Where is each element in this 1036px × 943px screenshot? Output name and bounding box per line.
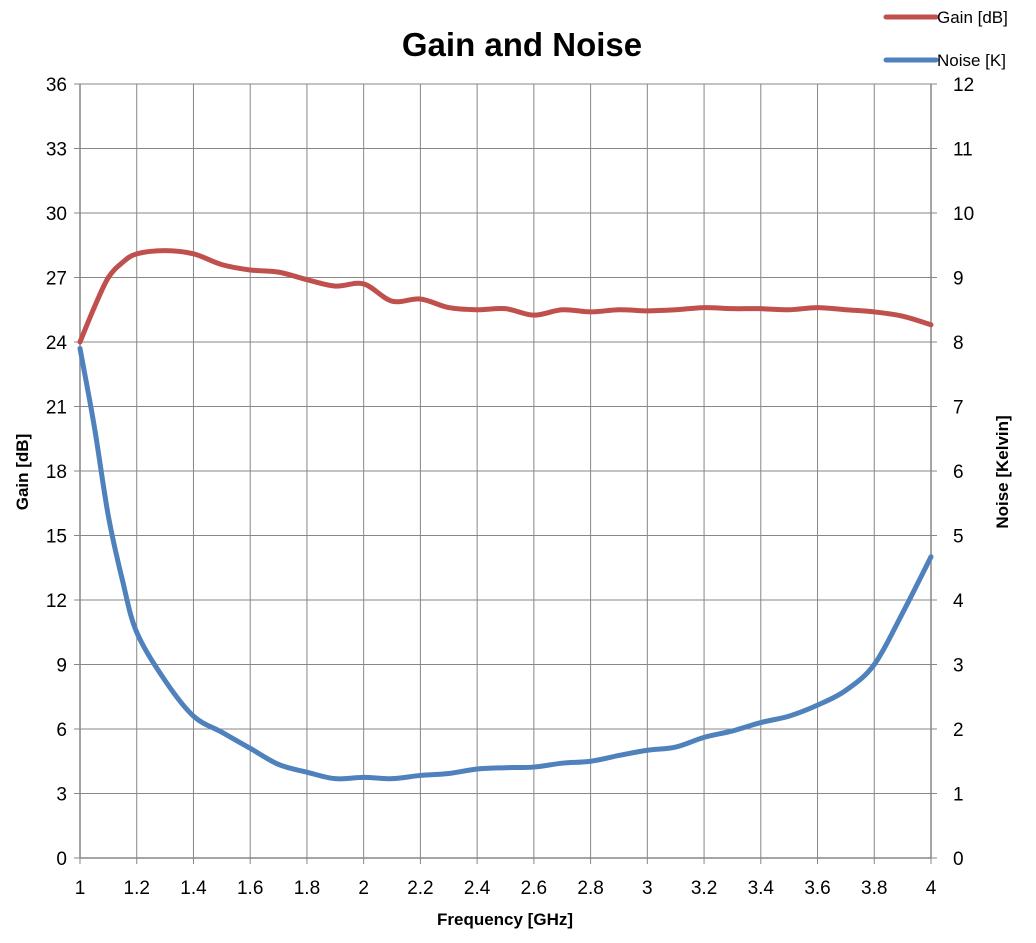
y-left-tick-label: 12 bbox=[46, 591, 67, 612]
noise-line bbox=[77, 345, 934, 782]
y-right-tick-label: 1 bbox=[953, 785, 964, 806]
x-tick-label: 2 bbox=[358, 878, 369, 899]
x-tick-label: 3.4 bbox=[748, 878, 775, 899]
x-tick-label: 2.6 bbox=[521, 878, 547, 899]
y-left-tick-label: 0 bbox=[56, 849, 67, 870]
y-left-tick-label: 24 bbox=[46, 333, 68, 354]
y-right-tick-label: 11 bbox=[953, 140, 973, 161]
grid-lines bbox=[79, 83, 932, 859]
y-right-tick-label: 4 bbox=[953, 591, 964, 612]
gain-line bbox=[77, 248, 934, 345]
y-right-tick-label: 8 bbox=[953, 333, 964, 354]
chart-title: Gain and Noise bbox=[402, 26, 642, 63]
axes bbox=[74, 83, 937, 864]
x-tick-label: 1.8 bbox=[294, 878, 320, 899]
y-right-tick-label: 12 bbox=[953, 75, 974, 96]
y-left-tick-label: 9 bbox=[56, 656, 67, 677]
legend-label-gain: Gain [dB] bbox=[937, 8, 1008, 27]
y-right-tick-label: 3 bbox=[953, 656, 964, 677]
y-left-tick-label: 21 bbox=[46, 398, 67, 419]
legend: Gain [dB] Noise [K] bbox=[883, 8, 1008, 70]
x-tick-labels: 1 1.2 1.4 1.6 1.8 2 2.2 2.4 2.6 2.8 3 3.2 3.4 3.6 3.8 4 bbox=[75, 878, 937, 899]
y-left-tick-label: 6 bbox=[56, 720, 67, 741]
y-right-tick-label: 10 bbox=[953, 204, 974, 225]
y-right-tick-label: 9 bbox=[953, 269, 964, 290]
y-right-tick-label: 2 bbox=[953, 720, 964, 741]
y-right-tick-label: 0 bbox=[953, 849, 964, 870]
x-tick-label: 3.8 bbox=[861, 878, 887, 899]
y-left-tick-label: 18 bbox=[46, 462, 67, 483]
x-tick-label: 1.2 bbox=[124, 878, 150, 899]
x-tick-label: 3.6 bbox=[804, 878, 830, 899]
y-left-tick-label: 27 bbox=[46, 269, 67, 290]
series-lines bbox=[77, 248, 934, 782]
x-tick-label: 4 bbox=[926, 878, 937, 899]
x-tick-label: 3.2 bbox=[691, 878, 717, 899]
x-tick-label: 1 bbox=[75, 878, 86, 899]
x-tick-label: 1.4 bbox=[180, 878, 207, 899]
x-tick-label: 2.8 bbox=[577, 878, 603, 899]
legend-label-noise: Noise [K] bbox=[937, 51, 1006, 70]
x-tick-label: 2.2 bbox=[407, 878, 433, 899]
x-tick-label: 1.6 bbox=[237, 878, 263, 899]
y-right-axis-title: Noise [Kelvin] bbox=[993, 415, 1012, 528]
y-left-tick-label: 30 bbox=[46, 204, 67, 225]
y-right-tick-label: 5 bbox=[953, 527, 964, 548]
x-tick-label: 3 bbox=[642, 878, 653, 899]
y-right-tick-label: 6 bbox=[953, 462, 964, 483]
y-right-tick-label: 7 bbox=[953, 398, 964, 419]
y-left-tick-label: 33 bbox=[46, 140, 67, 161]
x-axis-title: Frequency [GHz] bbox=[437, 910, 573, 929]
y-left-tick-label: 15 bbox=[46, 527, 67, 548]
x-tick-label: 2.4 bbox=[464, 878, 491, 899]
y-left-tick-label: 3 bbox=[56, 785, 67, 806]
y-left-tick-label: 36 bbox=[46, 75, 67, 96]
y-left-axis-title: Gain [dB] bbox=[13, 434, 32, 511]
